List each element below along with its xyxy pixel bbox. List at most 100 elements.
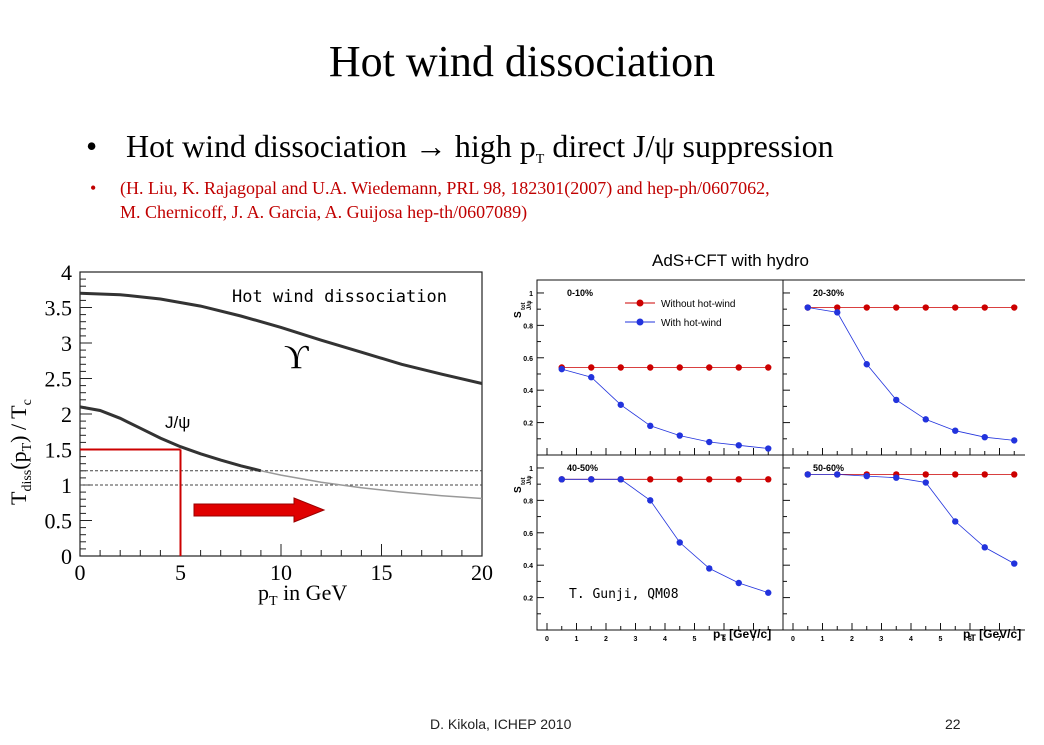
panel-y-tick-label: 0.4 (523, 563, 533, 570)
panel-y-axis-label: S (513, 486, 524, 493)
panel-x-tick-label: 4 (909, 636, 913, 643)
right-x-axis-label-1: pT [GeV/c] (713, 627, 771, 643)
bullet-dot: • (90, 178, 97, 198)
legend-without: Without hot-wind (661, 299, 735, 310)
without-hot-wind-point (765, 476, 772, 483)
y-tick-label: 2 (61, 402, 72, 427)
left-y-ticks: 0 0.5 1 1.5 2 2.5 3 3.5 4 (45, 260, 92, 569)
without-hot-wind-point (765, 364, 772, 371)
reference-lines (80, 470, 482, 486)
without-hot-wind-point (952, 304, 959, 311)
with-hot-wind-point (647, 497, 654, 504)
panel-x-tick-label: 1 (821, 636, 825, 643)
panel-y-axis-subscript: J/ψ (527, 300, 533, 310)
with-hot-wind-point (893, 396, 900, 404)
panel-x-tick-label: 1 (575, 636, 579, 643)
without-hot-wind-point (706, 364, 713, 371)
panel-x-tick-label: 4 (663, 636, 667, 643)
panel-y-axis-subscript: J/ψ (527, 475, 533, 485)
bullet1-text: Hot wind dissociation → high p (126, 128, 536, 164)
with-hot-wind-point (1011, 560, 1018, 567)
panel-x-tick-label: 0 (545, 636, 549, 643)
without-hot-wind-point (981, 471, 988, 478)
with-hot-wind-point (765, 589, 772, 596)
with-hot-wind-point (588, 476, 595, 483)
with-hot-wind-point (735, 579, 742, 587)
panel-y-tick-label: 0.8 (523, 323, 533, 330)
reference-line-1: (H. Liu, K. Rajagopal and U.A. Wiedemann… (120, 178, 770, 198)
y-tick-label: 0.5 (45, 509, 73, 534)
with-hot-wind-point (922, 479, 929, 486)
with-hot-wind-point (834, 471, 841, 478)
jpsi-curve-tail (260, 470, 483, 500)
panel-label: 40-50% (567, 463, 598, 473)
page-number: 22 (945, 716, 961, 732)
with-hot-wind-point (617, 476, 624, 483)
panel-frame (782, 279, 1025, 456)
legend-marker-with (636, 318, 644, 326)
reference-line-2: M. Chernicoff, J. A. Garcia, A. Guijosa … (120, 202, 528, 222)
with-hot-wind-point (952, 427, 959, 434)
without-hot-wind-point (647, 364, 654, 371)
without-hot-wind-point (647, 476, 654, 483)
panel-y-tick-label: 1 (529, 291, 533, 298)
reference-bullet: • (H. Liu, K. Rajagopal and U.A. Wiedema… (90, 176, 1000, 224)
legend-with: With hot-wind (661, 318, 722, 329)
panel-x-tick-label: 2 (604, 636, 608, 643)
with-hot-wind-point (952, 518, 959, 525)
without-hot-wind-point (952, 471, 959, 478)
y-tick-label: 1.5 (45, 438, 73, 463)
main-bullet: • Hot wind dissociation → high pT direct … (86, 128, 834, 168)
panel-x-tick-label: 6 (968, 636, 972, 643)
slide-title: Hot wind dissociation (328, 37, 716, 86)
panel-y-tick-label: 1 (529, 466, 533, 473)
bullet1-subscript: T (535, 152, 545, 167)
with-hot-wind-point (706, 438, 713, 446)
panel-label: 50-60% (813, 463, 844, 473)
with-hot-wind-line (807, 474, 1015, 564)
panel-y-tick-label: 0.2 (523, 596, 533, 603)
left-y-axis-label: Tdiss(pT) / Tc (6, 399, 35, 505)
with-hot-wind-point (617, 401, 624, 408)
left-x-axis-label: pT in GeV (258, 580, 347, 609)
with-hot-wind-point (558, 476, 565, 483)
y-tick-label: 3.5 (45, 296, 73, 321)
without-hot-wind-point (981, 304, 988, 311)
without-hot-wind-point (1011, 471, 1018, 478)
without-hot-wind-point (893, 304, 900, 311)
panel-x-tick-label: 7 (998, 636, 1002, 643)
bullet-dot: • (86, 128, 98, 164)
right-x-axis-label-2: pT [GeV/c] (963, 627, 1021, 643)
with-hot-wind-point (735, 442, 742, 449)
with-hot-wind-point (893, 474, 900, 481)
panel-y-tick-label: 0.6 (523, 531, 533, 538)
panel-y-axis-superscript: tot (521, 302, 527, 310)
upsilon-curve (79, 291, 483, 385)
panel-frame (536, 454, 784, 631)
without-hot-wind-point (617, 364, 624, 371)
with-hot-wind-point (981, 544, 988, 551)
without-hot-wind-point (922, 471, 929, 478)
with-hot-wind-point (981, 433, 988, 441)
left-x-ticks: 0 5 10 15 20 (75, 544, 493, 585)
with-hot-wind-point (676, 539, 683, 546)
with-hot-wind-point (804, 304, 811, 311)
legend-marker-without (636, 299, 644, 307)
bullet1-rest: direct J/ψ suppression (544, 128, 834, 164)
panel-label: 20-30% (813, 288, 844, 298)
x-tick-label: 15 (371, 560, 393, 585)
panel-x-tick-label: 3 (634, 636, 638, 643)
without-hot-wind-point (834, 304, 841, 311)
y-tick-label: 0 (61, 544, 72, 569)
panel-y-tick-label: 0.2 (523, 421, 533, 428)
y-tick-label: 2.5 (45, 367, 73, 392)
panel-y-tick-label: 0.4 (523, 388, 533, 395)
panel-x-tick-label: 7 (752, 636, 756, 643)
svg-text:pT [GeV/c]: pT [GeV/c] (713, 627, 771, 643)
left-chart-title: Hot wind dissociation (232, 287, 447, 307)
panel-label: 0-10% (567, 288, 593, 298)
without-hot-wind-point (735, 476, 742, 483)
x-tick-label: 10 (270, 560, 292, 585)
with-hot-wind-point (863, 361, 870, 368)
with-hot-wind-point (558, 365, 565, 373)
